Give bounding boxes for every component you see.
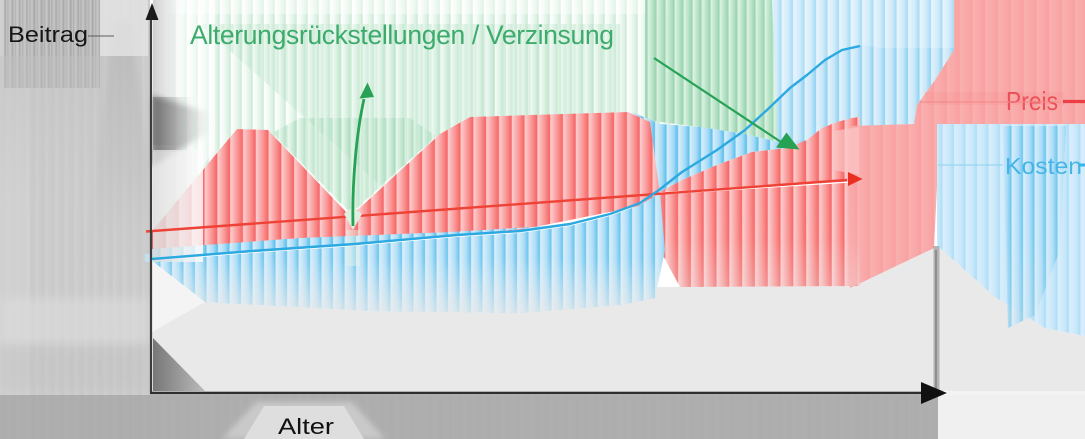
svg-text:Kosten: Kosten xyxy=(1005,153,1082,179)
svg-text:Alter: Alter xyxy=(278,414,335,439)
svg-text:Beitrag: Beitrag xyxy=(8,22,88,47)
svg-text:Alterungsrückstellungen / Verz: Alterungsrückstellungen / Verzinsung xyxy=(190,20,614,50)
